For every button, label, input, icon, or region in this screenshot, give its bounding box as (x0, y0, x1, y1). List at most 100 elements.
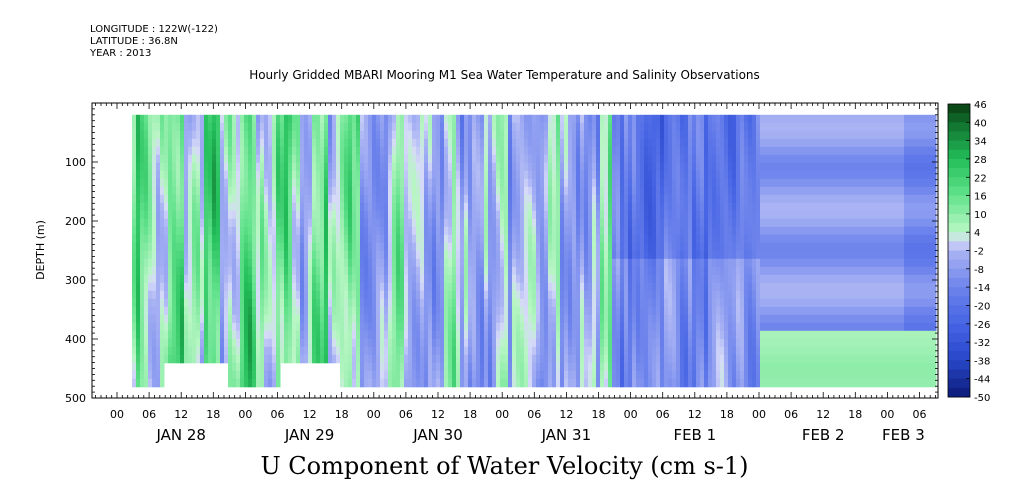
heatmap-cell (288, 130, 293, 140)
heatmap-cell (392, 194, 397, 204)
heatmap-cell (404, 378, 409, 388)
heatmap-cell (624, 194, 629, 204)
heatmap-cell (364, 314, 369, 324)
heatmap-cell (448, 138, 453, 148)
heatmap-cell (584, 266, 589, 276)
heatmap-cell (192, 154, 197, 164)
heatmap-cell (712, 346, 717, 356)
heatmap-cell (592, 378, 597, 388)
heatmap-cell (268, 170, 273, 180)
heatmap-cell (504, 194, 509, 204)
heatmap-cell (468, 122, 473, 132)
heatmap-cell (212, 274, 217, 284)
heatmap-cell (332, 186, 337, 196)
heatmap-cell (316, 242, 321, 252)
heatmap-cell (484, 114, 489, 124)
heatmap-cell (352, 338, 357, 348)
heatmap-cell (580, 354, 585, 364)
heatmap-cell (316, 170, 321, 180)
heatmap-cell (628, 322, 633, 332)
heatmap-cell (236, 282, 241, 292)
heatmap-cell (184, 178, 189, 188)
heatmap-cell (360, 274, 365, 284)
heatmap-cell (172, 234, 177, 244)
heatmap-cell (708, 338, 713, 348)
heatmap-cell (412, 202, 417, 212)
heatmap-cell (260, 138, 265, 148)
heatmap-cell (688, 274, 693, 284)
heatmap-cell (644, 130, 649, 140)
heatmap-cell (296, 186, 301, 196)
heatmap-cell (616, 114, 621, 124)
heatmap-cell (504, 250, 509, 260)
heatmap-cell (580, 162, 585, 172)
heatmap-cell (704, 186, 709, 196)
heatmap-cell (552, 210, 557, 220)
heatmap-cell (364, 194, 369, 204)
heatmap-cell (724, 194, 729, 204)
heatmap-cell (576, 178, 581, 188)
heatmap-cell (360, 282, 365, 292)
heatmap-cell (632, 314, 637, 324)
heatmap-cell (504, 146, 509, 156)
heatmap-cell (396, 346, 401, 356)
heatmap-cell (680, 370, 685, 380)
heatmap-cell (652, 218, 657, 228)
heatmap-cell (144, 298, 149, 308)
heatmap-cell (572, 138, 577, 148)
heatmap-cell (612, 250, 617, 260)
heatmap-cell (392, 162, 397, 172)
heatmap-cell (348, 338, 353, 348)
heatmap-cell (236, 290, 241, 300)
heatmap-cell (336, 170, 341, 180)
heatmap-cell (404, 186, 409, 196)
heatmap-cell (224, 138, 229, 148)
heatmap-cell (220, 122, 225, 132)
heatmap-cell (712, 114, 717, 124)
heatmap-cell (224, 226, 229, 236)
heatmap-cell (368, 186, 373, 196)
heatmap-cell (508, 130, 513, 140)
heatmap-cell (628, 258, 633, 268)
heatmap-cell (692, 370, 697, 380)
heatmap-cell (676, 250, 681, 260)
heatmap-cell (456, 194, 461, 204)
heatmap-cell (156, 330, 161, 340)
heatmap-cell (244, 258, 249, 268)
heatmap-cell (332, 146, 337, 156)
heatmap-cell (516, 194, 521, 204)
heatmap-cell (176, 266, 181, 276)
heatmap-cell (300, 154, 305, 164)
heatmap-cell (600, 274, 605, 284)
heatmap-cell (412, 354, 417, 364)
heatmap-cell (236, 362, 241, 372)
heatmap-cell (464, 274, 469, 284)
heatmap-cell (504, 338, 509, 348)
heatmap-cell (468, 266, 473, 276)
heatmap-cell (392, 242, 397, 252)
heatmap-cell (132, 306, 137, 316)
heatmap-cell (520, 234, 525, 244)
heatmap-cell (188, 314, 193, 324)
heatmap-cell (204, 314, 209, 324)
heatmap-cell (604, 322, 609, 332)
heatmap-cell (192, 298, 197, 308)
heatmap-cell (256, 378, 261, 388)
heatmap-cell (620, 122, 625, 132)
heatmap-cell (196, 354, 201, 364)
heatmap-cell (240, 354, 245, 364)
heatmap-cell (552, 266, 557, 276)
heatmap-cell (712, 370, 717, 380)
heatmap-cell (432, 186, 437, 196)
heatmap-cell (168, 218, 173, 228)
heatmap-cell (696, 114, 701, 124)
heatmap-cell (276, 162, 281, 172)
heatmap-cell (460, 130, 465, 140)
heatmap-cell (364, 178, 369, 188)
heatmap-cell (444, 242, 449, 252)
heatmap-cell (408, 274, 413, 284)
heatmap-cell (244, 178, 249, 188)
heatmap-cell (564, 170, 569, 180)
heatmap-cell (640, 154, 645, 164)
heatmap-cell (276, 274, 281, 284)
